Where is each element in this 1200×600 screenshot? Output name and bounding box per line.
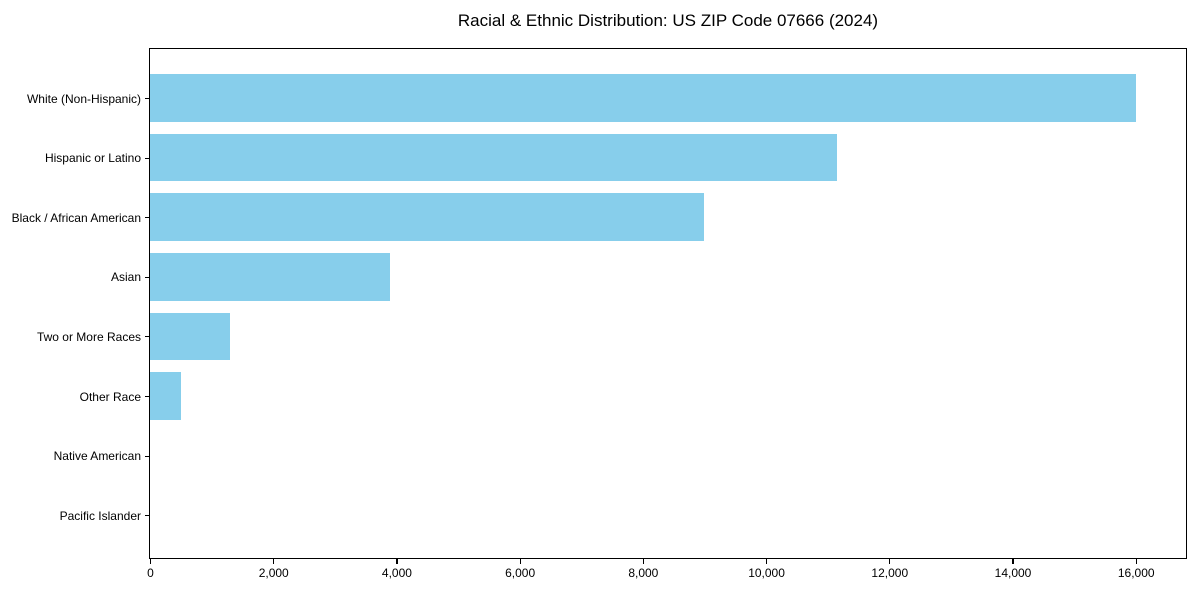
y-tick-label-asian: Asian xyxy=(110,270,141,285)
y-tick-label-pacific-islander: Pacific Islander xyxy=(59,508,141,523)
y-tick-label-two-or-more-races: Two or More Races xyxy=(36,329,141,344)
y-tick-label-hispanic-or-latino: Hispanic or Latino xyxy=(44,151,141,166)
y-tick-mark xyxy=(145,515,149,517)
bar-other-race xyxy=(150,372,181,420)
y-tick-label-white-non-hispanic: White (Non-Hispanic) xyxy=(26,91,141,106)
bar-asian xyxy=(150,253,391,301)
bar-black-african-american xyxy=(150,193,705,241)
x-tick-label-14000: 14,000 xyxy=(994,566,1032,580)
y-tick-mark xyxy=(145,455,149,457)
x-tick-mark xyxy=(1012,559,1014,564)
axes-frame xyxy=(149,48,1187,559)
x-tick-mark xyxy=(273,559,275,564)
x-tick-mark xyxy=(149,559,152,564)
x-tick-mark xyxy=(765,559,768,564)
x-tick-mark xyxy=(889,559,891,564)
x-tick-mark xyxy=(396,559,398,564)
x-tick-label-6000: 6,000 xyxy=(505,566,536,580)
x-tick-label-4000: 4,000 xyxy=(381,566,412,580)
x-tick-label-8000: 8,000 xyxy=(628,566,659,580)
y-tick-label-native-american: Native American xyxy=(53,449,141,464)
y-tick-mark xyxy=(145,276,149,278)
y-tick-mark xyxy=(145,217,149,219)
y-tick-mark xyxy=(145,395,149,398)
x-tick-label-12000: 12,000 xyxy=(871,566,909,580)
x-tick-label-16000: 16,000 xyxy=(1117,566,1155,580)
x-tick-mark xyxy=(1135,559,1137,564)
x-tick-label-0: 0 xyxy=(147,566,154,580)
chart-title: Racial & Ethnic Distribution: US ZIP Cod… xyxy=(457,11,879,30)
bar-two-or-more-races xyxy=(150,312,231,361)
y-tick-mark xyxy=(145,157,149,159)
x-tick-label-10000: 10,000 xyxy=(748,566,785,580)
y-tick-label-other-race: Other Race xyxy=(79,389,141,404)
bar-white-non-hispanic xyxy=(150,74,1136,122)
y-tick-mark xyxy=(145,336,149,338)
x-tick-label-2000: 2,000 xyxy=(258,566,289,580)
y-tick-mark xyxy=(145,97,149,100)
y-tick-label-black-african-american: Black / African American xyxy=(11,210,141,225)
x-tick-mark xyxy=(519,559,521,564)
bar-hispanic-or-latino xyxy=(150,133,837,182)
x-tick-mark xyxy=(642,559,644,564)
